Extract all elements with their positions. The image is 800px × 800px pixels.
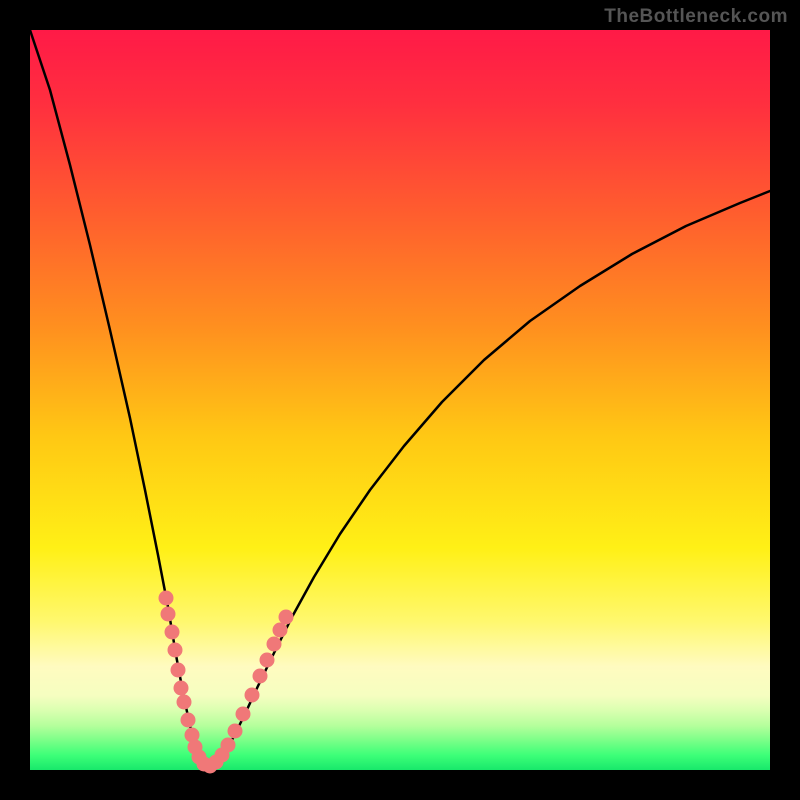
curve-markers-group <box>159 591 294 774</box>
chart-frame: TheBottleneck.com <box>0 0 800 800</box>
curve-marker <box>159 591 174 606</box>
curve-marker <box>260 653 275 668</box>
curve-marker <box>168 643 183 658</box>
curve-marker <box>279 610 294 625</box>
curve-marker <box>181 713 196 728</box>
curve-marker <box>221 738 236 753</box>
curve-marker <box>171 663 186 678</box>
curve-marker <box>228 724 243 739</box>
curve-marker <box>236 707 251 722</box>
curve-marker <box>273 623 288 638</box>
curve-marker <box>165 625 180 640</box>
curve-marker <box>174 681 189 696</box>
bottleneck-curve-path <box>30 30 770 768</box>
curve-marker <box>177 695 192 710</box>
curve-marker <box>267 637 282 652</box>
bottleneck-curve-svg <box>0 0 800 800</box>
curve-marker <box>161 607 176 622</box>
curve-marker <box>253 669 268 684</box>
curve-marker <box>245 688 260 703</box>
